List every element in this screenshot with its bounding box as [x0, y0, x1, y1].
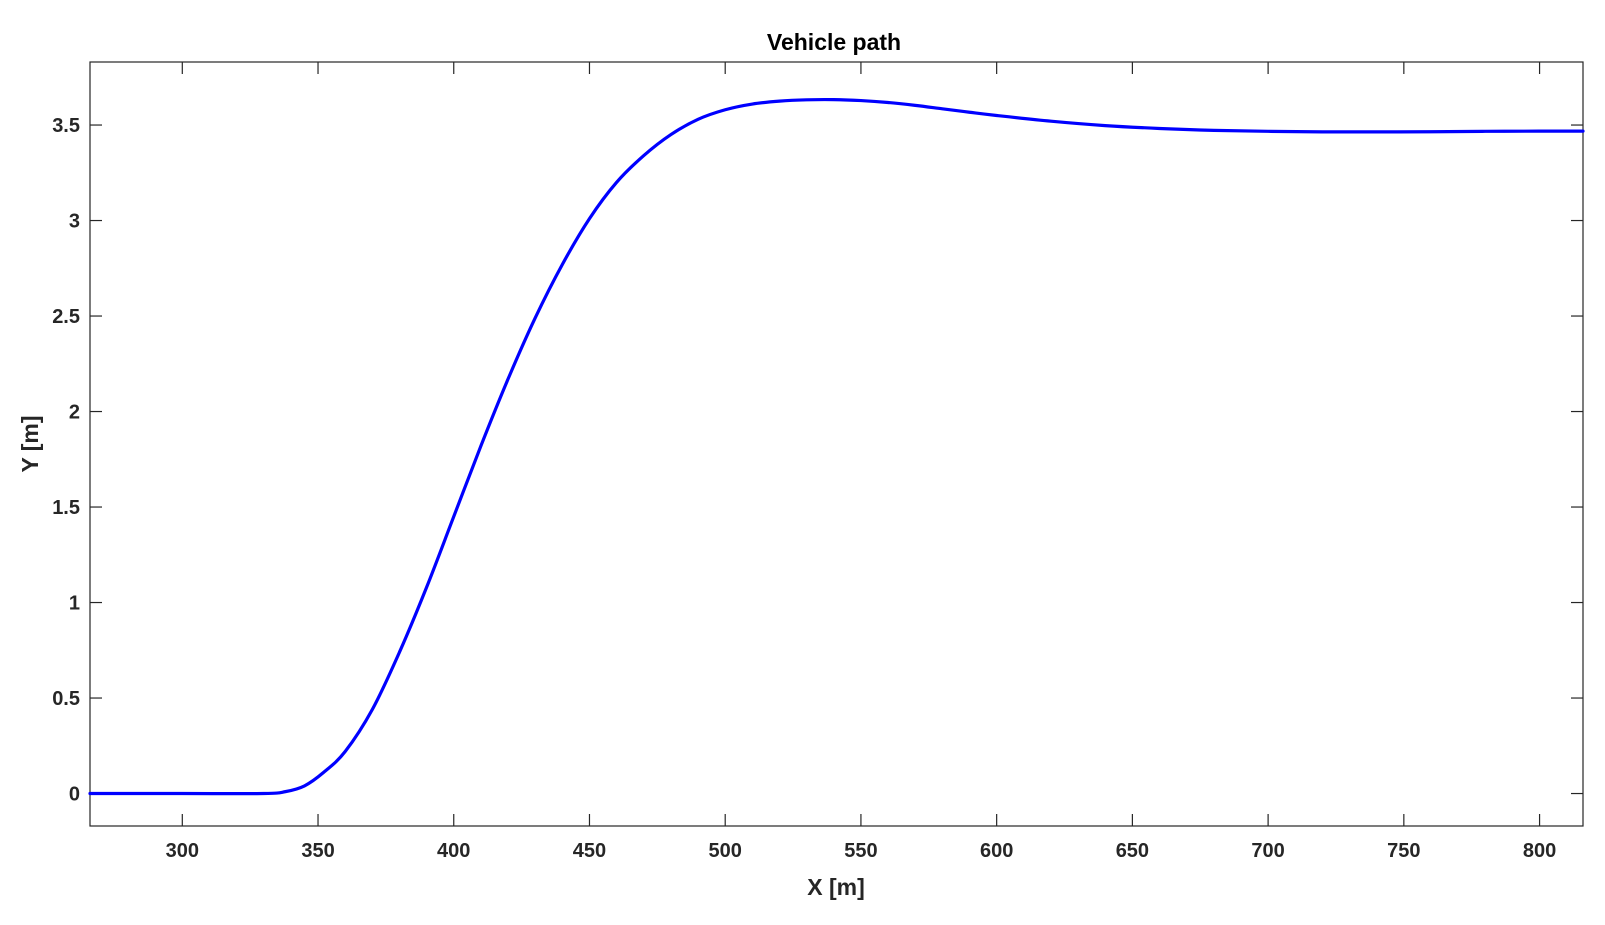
chart-title: Vehicle path: [767, 29, 901, 55]
y-axis-label: Y [m]: [17, 415, 43, 472]
x-tick-label: 500: [709, 840, 742, 862]
plot-area-frame: [89, 61, 1584, 827]
axis-ticks: 300 350 400 450 500 550 600 650 700 750 800 0 0.5 1 1.…: [52, 62, 1583, 862]
y-tick-label: 1: [69, 593, 80, 615]
x-tick-label: 400: [437, 840, 470, 862]
y-tick-label: 0.5: [52, 688, 80, 710]
x-tick-label: 600: [980, 840, 1013, 862]
y-tick-label: 2.5: [52, 306, 80, 328]
x-tick-label: 300: [166, 840, 199, 862]
x-axis-label: X [m]: [807, 874, 865, 900]
y-tick-label: 3: [69, 211, 80, 233]
y-tick-label: 1.5: [52, 497, 80, 519]
y-tick-label: 0: [69, 784, 80, 806]
x-tick-label: 750: [1387, 840, 1420, 862]
series-layer: [88, 97, 1585, 796]
y-tick-label: 2: [69, 402, 80, 424]
x-tick-label: 700: [1251, 840, 1284, 862]
x-tick-label: 450: [573, 840, 606, 862]
x-tick-label: 550: [844, 840, 877, 862]
x-tick-label: 350: [301, 840, 334, 862]
x-tick-label: 800: [1523, 840, 1556, 862]
x-tick-label: 650: [1116, 840, 1149, 862]
vehicle-path-line: [88, 97, 1585, 796]
y-tick-label: 3.5: [52, 115, 80, 137]
